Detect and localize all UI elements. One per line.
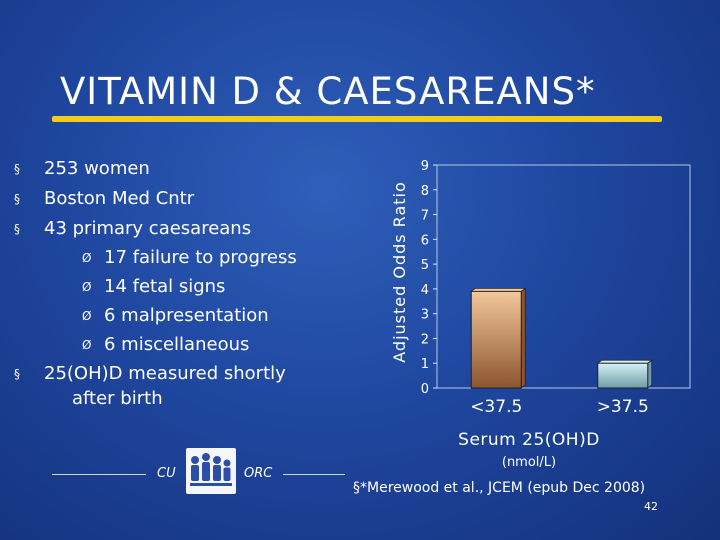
arrow-bullet-icon: Ø [82,309,92,323]
arrow-bullet-icon: Ø [82,280,92,294]
y-tick-label: 3 [421,308,429,323]
bar-1 [470,290,522,389]
bullet-marker: § [14,222,20,236]
bar-2 [597,362,649,389]
y-tick-label: 8 [421,184,429,199]
y-axis-label: Adjusted Odds Ratio [390,181,409,363]
plot-area [436,164,691,389]
logo-left-text: CU [157,466,176,481]
x-tick-label: <37.5 [470,397,522,417]
bullet-marker: § [14,367,20,381]
bullet-text: 6 malpresentation [104,305,269,326]
bullet-text: 43 primary caesareans [44,218,252,239]
bar-side [647,359,653,389]
x-tick-label: >37.5 [597,397,649,417]
bullet-text: 253 women [44,158,150,179]
bullet-text: 14 fetal signs [104,276,226,297]
y-tick-label: 0 [421,382,429,397]
bullet-text: after birth [72,388,163,409]
page-number: 42 [644,500,658,513]
y-tick-label: 2 [421,332,429,347]
logo-right-text: ORC [244,466,273,481]
bullet-text: 17 failure to progress [104,247,297,268]
x-axis-label: Serum 25(OH)D [458,430,600,450]
footer-rule-right [283,474,345,475]
y-tick-label: 7 [421,209,429,224]
citation: §*Merewood et al., JCEM (epub Dec 2008) [353,480,646,496]
y-tick-label: 1 [421,357,429,372]
y-tick-label: 9 [421,159,429,174]
title-underline [52,116,662,122]
bar-side [520,287,526,389]
bullet-marker: § [14,192,20,206]
y-tick-label: 4 [421,283,429,298]
y-tick-label: 5 [421,258,429,273]
bullet-marker: § [14,162,20,176]
bullet-text: Boston Med Cntr [44,188,195,209]
slide-title: VITAMIN D & CAESAREANS* [60,70,596,113]
x-axis-unit: (nmol/L) [502,455,556,470]
bullet-text: 6 miscellaneous [104,334,250,355]
bullet-text: 25(OH)D measured shortly [44,363,286,384]
arrow-bullet-icon: Ø [82,251,92,265]
people-logo-icon [186,448,236,494]
footer-rule-left [52,474,146,475]
arrow-bullet-icon: Ø [82,338,92,352]
y-tick-label: 6 [421,233,429,248]
